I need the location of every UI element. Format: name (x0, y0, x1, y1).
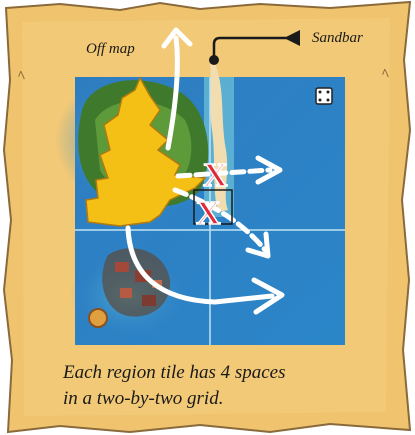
sandbar-callout (209, 30, 300, 65)
caption-line: in a two-by-two grid. (63, 388, 223, 409)
caption-line: Each region tile has 4 spaces (62, 362, 286, 383)
x-mark: X (196, 195, 221, 232)
x-mark: X (203, 157, 228, 194)
off-map-label: Off map (86, 41, 135, 57)
decoration: ﾍ (18, 69, 25, 84)
decoration: ﾍ (382, 67, 389, 82)
movement-arrows (125, 27, 285, 315)
blocked-marks: X X (195, 156, 229, 233)
space-highlight (193, 189, 233, 225)
sandbar-label: Sandbar (312, 30, 363, 46)
